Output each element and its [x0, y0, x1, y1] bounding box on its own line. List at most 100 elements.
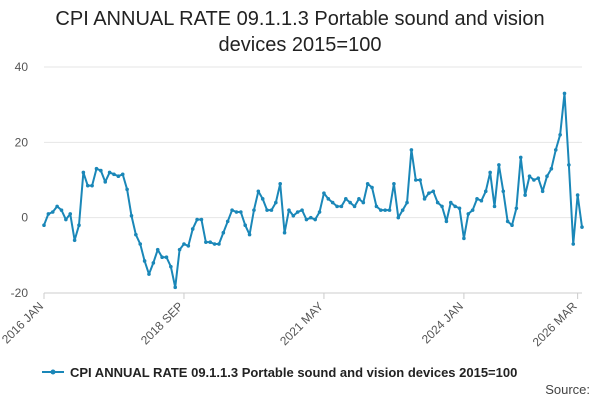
data-point — [291, 213, 296, 218]
data-point — [505, 219, 510, 224]
data-point — [567, 163, 571, 167]
data-point — [392, 181, 396, 186]
data-point — [164, 255, 169, 260]
data-point — [68, 212, 73, 216]
data-point — [483, 189, 488, 194]
data-point — [287, 208, 291, 212]
data-point — [344, 197, 348, 201]
y-tick-label-0: 0 — [21, 211, 28, 225]
legend-line-icon — [42, 369, 64, 375]
data-point — [448, 200, 453, 205]
data-point — [435, 200, 440, 205]
series-group — [42, 91, 584, 290]
data-point — [72, 238, 77, 243]
series-line — [43, 92, 583, 289]
y-axis-ticks: -20 0 20 40 — [11, 60, 29, 300]
data-point — [112, 172, 116, 177]
data-point — [304, 217, 309, 222]
data-point — [580, 225, 584, 229]
data-point — [457, 206, 462, 211]
data-point — [94, 166, 99, 171]
data-point — [532, 178, 536, 182]
chart-title: CPI ANNUAL RATE 09.1.1.3 Portable sound … — [20, 6, 580, 58]
data-point — [252, 208, 256, 212]
data-point — [225, 219, 230, 224]
data-point — [116, 174, 121, 179]
data-point — [330, 200, 335, 205]
data-point — [492, 204, 497, 209]
data-point — [453, 204, 457, 209]
data-point — [540, 189, 545, 194]
data-point — [418, 178, 422, 182]
data-point — [190, 227, 195, 231]
data-point — [151, 261, 156, 265]
legend[interactable]: CPI ANNUAL RATE 09.1.1.3 Portable sound … — [42, 362, 517, 382]
data-point — [497, 163, 501, 167]
data-point — [134, 232, 138, 237]
y-tick-label-40: 40 — [15, 60, 29, 74]
data-point — [352, 204, 357, 209]
data-point — [182, 242, 186, 246]
data-point — [239, 210, 243, 214]
data-point — [422, 197, 427, 201]
data-point — [42, 223, 46, 227]
y-tick-label--20: -20 — [11, 286, 29, 300]
data-point — [317, 210, 322, 214]
data-point — [357, 197, 361, 201]
data-point — [339, 204, 344, 209]
data-point — [326, 197, 331, 201]
data-point — [553, 148, 558, 152]
data-point — [470, 208, 475, 212]
data-point — [322, 191, 326, 195]
source-label: Source: — [545, 382, 590, 397]
data-point — [199, 217, 204, 222]
data-point — [186, 244, 191, 248]
data-point — [217, 242, 221, 246]
data-point — [103, 180, 108, 184]
data-point — [575, 193, 580, 197]
chart-title-line-1: CPI ANNUAL RATE 09.1.1.3 Portable sound … — [55, 8, 545, 30]
data-point — [431, 189, 436, 194]
data-point — [278, 181, 283, 186]
data-point — [523, 193, 527, 197]
x-tick-label-3: 2024 JAN — [419, 299, 466, 346]
data-point — [462, 236, 466, 241]
data-point — [107, 170, 112, 175]
data-point — [195, 217, 199, 222]
data-point — [177, 247, 182, 252]
data-point — [138, 242, 143, 246]
data-point — [396, 215, 401, 220]
data-point — [348, 200, 352, 205]
data-point — [558, 133, 562, 137]
data-point — [99, 168, 103, 173]
data-point — [55, 204, 59, 209]
data-point — [335, 204, 339, 209]
data-point — [221, 230, 226, 235]
data-point — [518, 155, 523, 160]
data-point — [81, 170, 86, 175]
data-point — [125, 187, 129, 192]
data-point — [444, 219, 449, 224]
data-point — [409, 148, 414, 152]
data-point — [173, 285, 178, 290]
data-point — [387, 208, 392, 212]
data-point — [129, 213, 134, 218]
data-point — [295, 210, 300, 214]
data-point — [64, 217, 68, 222]
data-point — [155, 247, 160, 252]
x-tick-label-2: 2021 MAY — [277, 299, 326, 348]
data-point — [160, 255, 164, 260]
data-point — [77, 223, 81, 227]
data-point — [427, 191, 431, 195]
data-point — [260, 197, 265, 201]
data-point — [400, 208, 405, 212]
data-point — [549, 166, 554, 171]
data-point — [475, 197, 479, 201]
data-point — [361, 200, 366, 205]
data-point — [282, 230, 287, 235]
data-point — [256, 189, 261, 194]
x-tick-label-0: 2016 JAN — [0, 299, 46, 346]
data-point — [90, 183, 94, 188]
data-point — [536, 176, 541, 180]
